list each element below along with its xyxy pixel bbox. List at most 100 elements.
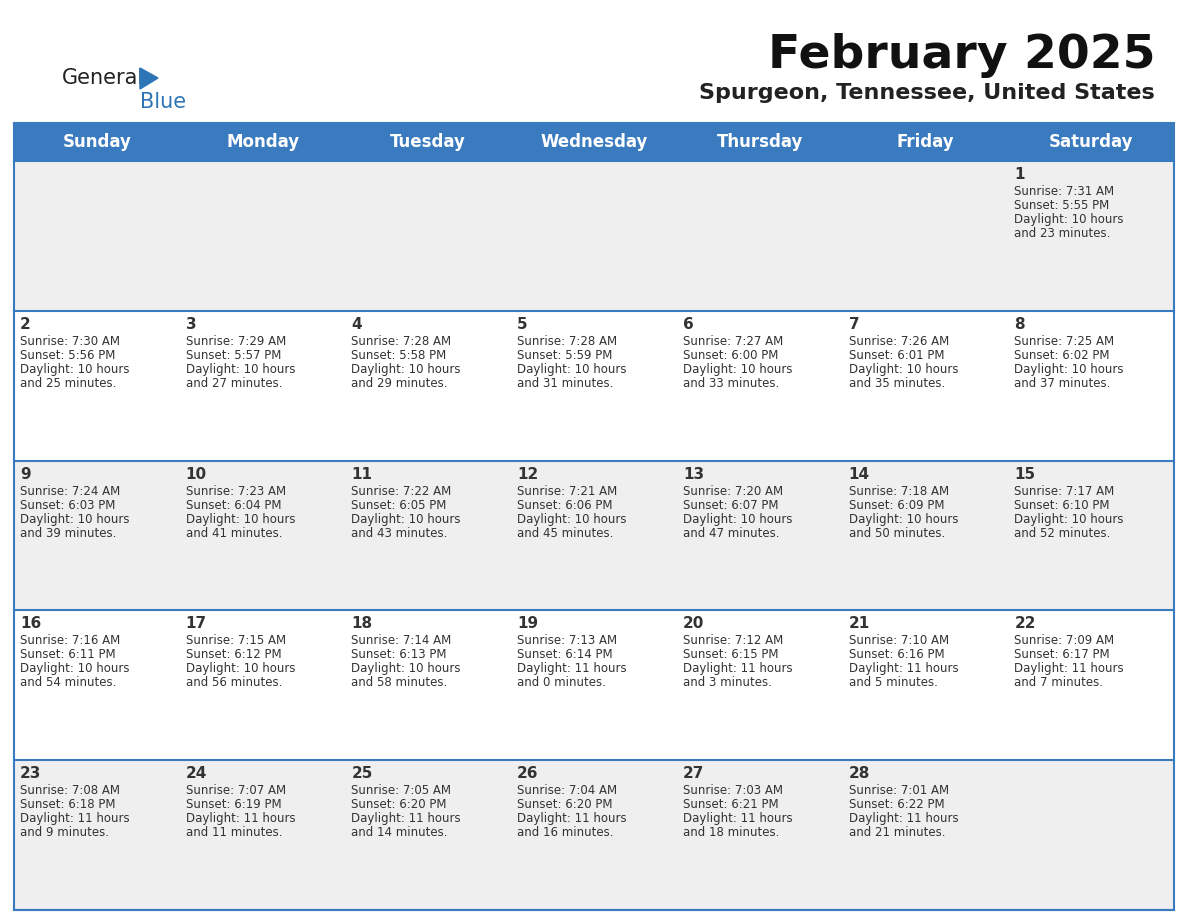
Text: Daylight: 10 hours: Daylight: 10 hours bbox=[352, 363, 461, 375]
Text: Sunset: 6:18 PM: Sunset: 6:18 PM bbox=[20, 798, 115, 812]
Text: Thursday: Thursday bbox=[716, 133, 803, 151]
Text: 4: 4 bbox=[352, 317, 362, 331]
Text: Sunrise: 7:28 AM: Sunrise: 7:28 AM bbox=[517, 335, 618, 348]
Text: 9: 9 bbox=[20, 466, 31, 482]
Text: Sunset: 6:09 PM: Sunset: 6:09 PM bbox=[848, 498, 944, 511]
Bar bbox=[14, 123, 1174, 161]
Text: Sunrise: 7:26 AM: Sunrise: 7:26 AM bbox=[848, 335, 949, 348]
Text: 13: 13 bbox=[683, 466, 704, 482]
Text: 20: 20 bbox=[683, 616, 704, 632]
Text: Sunrise: 7:18 AM: Sunrise: 7:18 AM bbox=[848, 485, 949, 498]
Text: and 33 minutes.: and 33 minutes. bbox=[683, 376, 779, 390]
Text: Sunday: Sunday bbox=[63, 133, 132, 151]
Text: Sunset: 6:17 PM: Sunset: 6:17 PM bbox=[1015, 648, 1110, 661]
Text: Sunrise: 7:30 AM: Sunrise: 7:30 AM bbox=[20, 335, 120, 348]
Text: Daylight: 10 hours: Daylight: 10 hours bbox=[517, 363, 626, 375]
Text: Monday: Monday bbox=[226, 133, 299, 151]
Text: and 18 minutes.: and 18 minutes. bbox=[683, 826, 779, 839]
Text: Sunrise: 7:29 AM: Sunrise: 7:29 AM bbox=[185, 335, 286, 348]
Text: 6: 6 bbox=[683, 317, 694, 331]
Text: Sunset: 6:20 PM: Sunset: 6:20 PM bbox=[517, 798, 613, 812]
Text: Daylight: 11 hours: Daylight: 11 hours bbox=[848, 812, 959, 825]
Text: Daylight: 10 hours: Daylight: 10 hours bbox=[517, 512, 626, 526]
Text: and 9 minutes.: and 9 minutes. bbox=[20, 826, 109, 839]
Text: Sunset: 6:19 PM: Sunset: 6:19 PM bbox=[185, 798, 282, 812]
Text: 27: 27 bbox=[683, 767, 704, 781]
Text: Saturday: Saturday bbox=[1049, 133, 1133, 151]
Text: Sunset: 6:15 PM: Sunset: 6:15 PM bbox=[683, 648, 778, 661]
Text: and 39 minutes.: and 39 minutes. bbox=[20, 527, 116, 540]
Text: Sunset: 6:01 PM: Sunset: 6:01 PM bbox=[848, 349, 944, 362]
Text: 23: 23 bbox=[20, 767, 42, 781]
Text: 7: 7 bbox=[848, 317, 859, 331]
Text: and 25 minutes.: and 25 minutes. bbox=[20, 376, 116, 390]
Text: Daylight: 10 hours: Daylight: 10 hours bbox=[352, 663, 461, 676]
Text: Daylight: 10 hours: Daylight: 10 hours bbox=[1015, 213, 1124, 226]
Text: and 37 minutes.: and 37 minutes. bbox=[1015, 376, 1111, 390]
Text: Sunset: 6:11 PM: Sunset: 6:11 PM bbox=[20, 648, 115, 661]
Text: Sunrise: 7:03 AM: Sunrise: 7:03 AM bbox=[683, 784, 783, 797]
Text: Sunset: 6:02 PM: Sunset: 6:02 PM bbox=[1015, 349, 1110, 362]
Text: and 54 minutes.: and 54 minutes. bbox=[20, 677, 116, 689]
Text: Spurgeon, Tennessee, United States: Spurgeon, Tennessee, United States bbox=[700, 83, 1155, 103]
Text: Sunrise: 7:04 AM: Sunrise: 7:04 AM bbox=[517, 784, 618, 797]
Bar bbox=[14, 161, 1174, 311]
Text: 25: 25 bbox=[352, 767, 373, 781]
Text: and 56 minutes.: and 56 minutes. bbox=[185, 677, 282, 689]
Text: February 2025: February 2025 bbox=[767, 33, 1155, 79]
Text: Sunrise: 7:12 AM: Sunrise: 7:12 AM bbox=[683, 634, 783, 647]
Text: Sunset: 6:05 PM: Sunset: 6:05 PM bbox=[352, 498, 447, 511]
Text: and 27 minutes.: and 27 minutes. bbox=[185, 376, 283, 390]
Text: Daylight: 10 hours: Daylight: 10 hours bbox=[20, 363, 129, 375]
Text: Sunrise: 7:15 AM: Sunrise: 7:15 AM bbox=[185, 634, 286, 647]
Text: and 0 minutes.: and 0 minutes. bbox=[517, 677, 606, 689]
Text: Blue: Blue bbox=[140, 92, 187, 112]
Text: 18: 18 bbox=[352, 616, 373, 632]
Text: Daylight: 11 hours: Daylight: 11 hours bbox=[1015, 663, 1124, 676]
Text: Sunset: 5:58 PM: Sunset: 5:58 PM bbox=[352, 349, 447, 362]
Text: and 58 minutes.: and 58 minutes. bbox=[352, 677, 448, 689]
Text: and 23 minutes.: and 23 minutes. bbox=[1015, 227, 1111, 240]
Text: Daylight: 11 hours: Daylight: 11 hours bbox=[517, 812, 627, 825]
Text: and 47 minutes.: and 47 minutes. bbox=[683, 527, 779, 540]
Text: Sunrise: 7:28 AM: Sunrise: 7:28 AM bbox=[352, 335, 451, 348]
Text: Sunrise: 7:25 AM: Sunrise: 7:25 AM bbox=[1015, 335, 1114, 348]
Bar bbox=[14, 760, 1174, 910]
Text: and 41 minutes.: and 41 minutes. bbox=[185, 527, 283, 540]
Text: 26: 26 bbox=[517, 767, 538, 781]
Text: 11: 11 bbox=[352, 466, 372, 482]
Text: 16: 16 bbox=[20, 616, 42, 632]
Text: and 5 minutes.: and 5 minutes. bbox=[848, 677, 937, 689]
Text: Sunrise: 7:08 AM: Sunrise: 7:08 AM bbox=[20, 784, 120, 797]
Text: Daylight: 10 hours: Daylight: 10 hours bbox=[185, 663, 295, 676]
Text: Sunset: 6:21 PM: Sunset: 6:21 PM bbox=[683, 798, 778, 812]
Text: and 31 minutes.: and 31 minutes. bbox=[517, 376, 613, 390]
Text: Daylight: 10 hours: Daylight: 10 hours bbox=[20, 512, 129, 526]
Text: 10: 10 bbox=[185, 466, 207, 482]
Text: Daylight: 11 hours: Daylight: 11 hours bbox=[683, 812, 792, 825]
Text: and 16 minutes.: and 16 minutes. bbox=[517, 826, 614, 839]
Text: 21: 21 bbox=[848, 616, 870, 632]
Text: Sunset: 6:03 PM: Sunset: 6:03 PM bbox=[20, 498, 115, 511]
Text: Daylight: 10 hours: Daylight: 10 hours bbox=[848, 363, 958, 375]
Text: Daylight: 11 hours: Daylight: 11 hours bbox=[517, 663, 627, 676]
Text: Sunset: 6:16 PM: Sunset: 6:16 PM bbox=[848, 648, 944, 661]
Text: and 29 minutes.: and 29 minutes. bbox=[352, 376, 448, 390]
Text: and 7 minutes.: and 7 minutes. bbox=[1015, 677, 1104, 689]
Text: Daylight: 10 hours: Daylight: 10 hours bbox=[683, 363, 792, 375]
Text: Daylight: 10 hours: Daylight: 10 hours bbox=[185, 363, 295, 375]
Text: Daylight: 11 hours: Daylight: 11 hours bbox=[352, 812, 461, 825]
Text: and 3 minutes.: and 3 minutes. bbox=[683, 677, 772, 689]
Text: and 45 minutes.: and 45 minutes. bbox=[517, 527, 613, 540]
Text: Sunset: 6:07 PM: Sunset: 6:07 PM bbox=[683, 498, 778, 511]
Text: Sunset: 5:59 PM: Sunset: 5:59 PM bbox=[517, 349, 613, 362]
Text: Daylight: 10 hours: Daylight: 10 hours bbox=[683, 512, 792, 526]
Polygon shape bbox=[140, 68, 158, 89]
Text: Sunset: 6:10 PM: Sunset: 6:10 PM bbox=[1015, 498, 1110, 511]
Text: 8: 8 bbox=[1015, 317, 1025, 331]
Text: 17: 17 bbox=[185, 616, 207, 632]
Text: Sunrise: 7:10 AM: Sunrise: 7:10 AM bbox=[848, 634, 949, 647]
Text: Sunset: 6:20 PM: Sunset: 6:20 PM bbox=[352, 798, 447, 812]
Text: Friday: Friday bbox=[897, 133, 954, 151]
Text: Sunrise: 7:31 AM: Sunrise: 7:31 AM bbox=[1015, 185, 1114, 198]
